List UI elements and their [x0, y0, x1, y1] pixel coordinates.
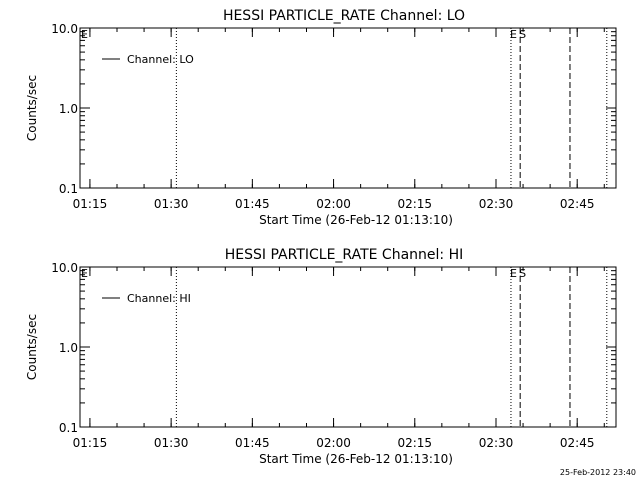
x-axis-label: Start Time (26-Feb-12 01:13:10) — [259, 213, 453, 227]
legend-label: Channel: LO — [127, 53, 194, 66]
event-marker-label: S — [519, 28, 526, 41]
y-axis-label: Counts/sec — [25, 75, 39, 141]
x-tick-label: 02:45 — [560, 197, 595, 211]
plot-frame — [79, 27, 617, 189]
x-tick-label: 02:30 — [479, 197, 514, 211]
y-tick-label: 1.0 — [59, 341, 78, 355]
chart-title: HESSI PARTICLE_RATE Channel: LO — [223, 8, 465, 24]
x-tick-label: 01:15 — [73, 197, 108, 211]
y-tick-label: 1.0 — [59, 102, 78, 116]
y-axis-label: Counts/sec — [25, 314, 39, 380]
y-tick-label: 10.0 — [51, 261, 78, 275]
x-tick-label: 02:15 — [397, 197, 432, 211]
x-tick-label: 02:00 — [316, 436, 351, 450]
legend-label: Channel: HI — [127, 292, 191, 305]
event-marker-label: E — [510, 28, 517, 41]
event-marker-label: E — [81, 267, 88, 280]
x-tick-label: 01:15 — [73, 436, 108, 450]
event-marker-label: E — [510, 267, 517, 280]
x-tick-label: 02:00 — [316, 197, 351, 211]
y-tick-label: 10.0 — [51, 22, 78, 36]
chart-panel-1: HESSI PARTICLE_RATE Channel: LOE E S01:15 0… — [25, 8, 617, 227]
x-axis-label: Start Time (26-Feb-12 01:13:10) — [259, 452, 453, 466]
chart-panel-2: HESSI PARTICLE_RATE Channel: HIE E S01:15 0… — [25, 247, 617, 466]
x-tick-label: 01:30 — [154, 436, 189, 450]
plot-frame — [79, 266, 617, 428]
chart-title: HESSI PARTICLE_RATE Channel: HI — [225, 247, 463, 263]
event-marker-label: S — [519, 267, 526, 280]
event-marker-label: E — [81, 28, 88, 41]
x-tick-label: 01:45 — [235, 197, 270, 211]
x-tick-label: 02:15 — [397, 436, 432, 450]
x-tick-label: 02:45 — [560, 436, 595, 450]
x-tick-label: 01:45 — [235, 436, 270, 450]
x-tick-label: 02:30 — [479, 436, 514, 450]
x-tick-label: 01:30 — [154, 197, 189, 211]
footer-timestamp: 25-Feb-2012 23:40 — [560, 468, 636, 477]
y-tick-label: 0.1 — [59, 421, 78, 435]
y-tick-label: 0.1 — [59, 182, 78, 196]
